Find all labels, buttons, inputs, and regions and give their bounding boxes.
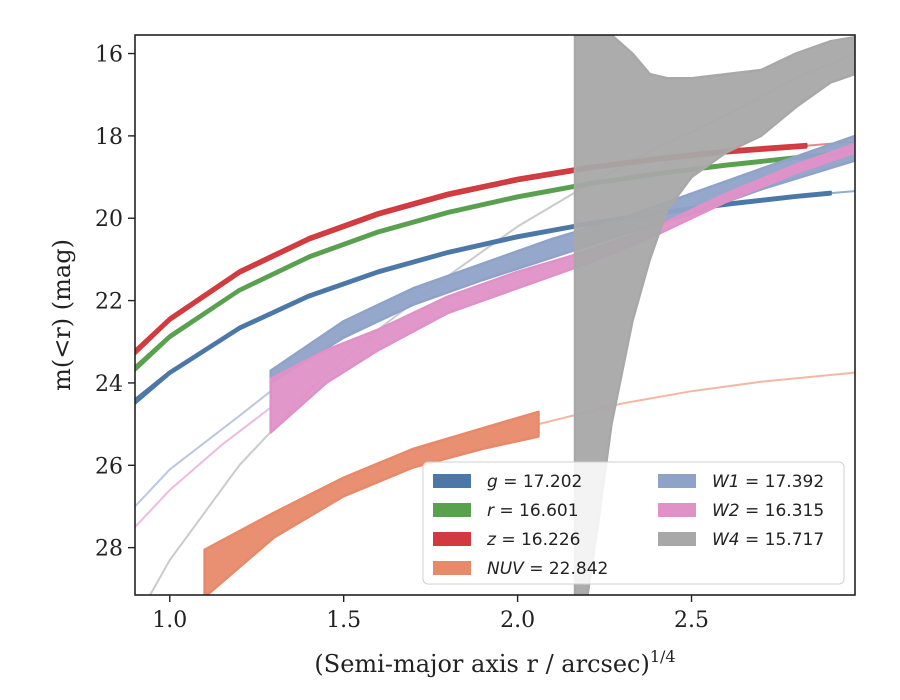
y-tick-label: 18 <box>95 125 123 150</box>
y-tick-label: 16 <box>95 43 123 68</box>
model-curve-w1 <box>135 390 272 508</box>
y-tick-label: 28 <box>95 537 123 562</box>
x-tick-label: 1.5 <box>326 608 361 633</box>
legend-box <box>422 461 845 585</box>
legend-swatch-w4 <box>658 532 696 546</box>
legend-label-r: r = 16.601 <box>487 501 579 521</box>
plot-frame <box>134 34 856 596</box>
y-axis-label: m(<r) (mag) <box>48 239 76 391</box>
x-axis-label: (Semi-major axis r / arcsec)1/4 <box>314 647 675 678</box>
y-tick-label: 26 <box>95 454 123 479</box>
legend-swatch-z <box>433 532 471 546</box>
legend-swatch-w2 <box>658 503 696 517</box>
model-curve-w2 <box>135 406 272 528</box>
series-band-w1 <box>269 134 855 385</box>
model-curve-g <box>830 190 855 195</box>
legend-swatch-w1 <box>658 474 696 488</box>
x-tick-label: 2.0 <box>500 608 535 633</box>
legend-label-w2: W2 = 16.315 <box>712 501 824 521</box>
x-tick-label: 2.5 <box>674 608 709 633</box>
series-band-w4 <box>573 35 855 595</box>
legend-label-w4: W4 = 15.717 <box>712 530 824 550</box>
series-layer <box>135 35 855 595</box>
legend-swatch-g <box>433 474 471 488</box>
series-band-g <box>135 190 832 405</box>
y-tick-label: 20 <box>95 207 123 232</box>
legend-label-g: g = 17.202 <box>487 472 582 492</box>
legend-swatch-r <box>433 503 471 517</box>
y-tick-label: 22 <box>95 290 123 315</box>
legend-label-z: z = 16.226 <box>486 530 580 550</box>
series-band-w2 <box>269 142 855 434</box>
series-band-r <box>135 149 855 372</box>
ticks-layer: 1.0 1.5 2.0 2.5 16 18 20 22 24 26 28 <box>95 43 709 633</box>
y-tick-label: 24 <box>95 372 123 397</box>
legend-swatch-nuv <box>433 561 471 575</box>
legend-label-w1: W1 = 17.392 <box>712 472 824 492</box>
series-band-z <box>135 142 808 356</box>
x-axis-label-main: (Semi-major axis r / arcsec) <box>314 650 649 678</box>
legend: g = 17.202 r = 16.601 z = 16.226 NUV = 22.8… <box>422 461 845 585</box>
legend-label-nuv: NUV = 22.842 <box>487 559 608 579</box>
series-band-nuv <box>203 410 540 595</box>
x-tick-label: 1.0 <box>152 608 187 633</box>
x-axis-label-superscript: 1/4 <box>650 647 676 666</box>
